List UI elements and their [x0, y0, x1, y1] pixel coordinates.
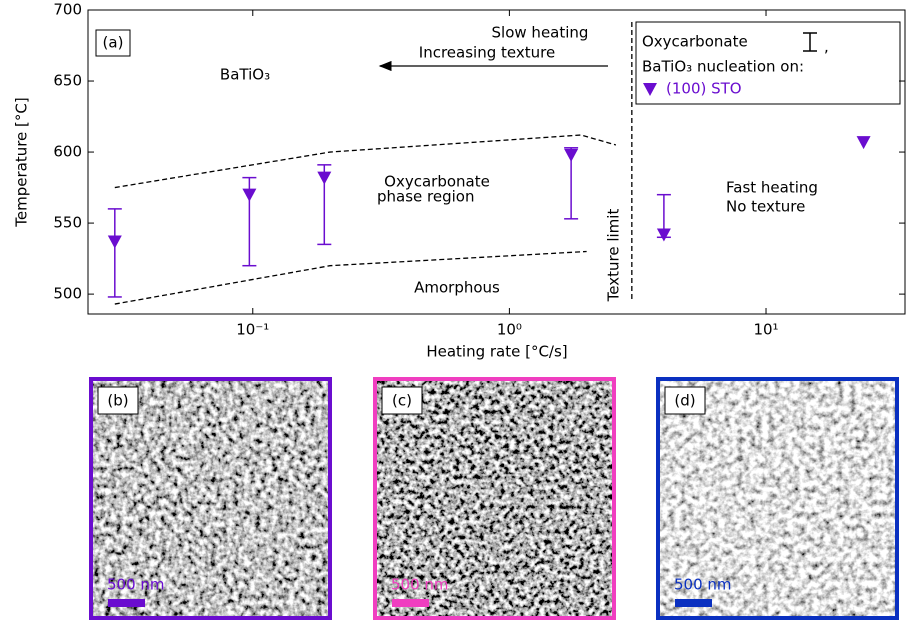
sem-image: [656, 377, 899, 620]
scale-bar: [675, 599, 712, 607]
marker: [242, 188, 257, 202]
annotation: phase region: [377, 188, 474, 206]
panel-label: (b): [107, 392, 128, 410]
legend-marker: [643, 83, 657, 96]
y-tick-label: 550: [53, 214, 82, 232]
legend-label: BaTiO₃ nucleation on:: [642, 58, 804, 76]
x-tick-label: 10¹: [753, 321, 778, 339]
panel-border: [373, 377, 616, 620]
phase-boundary: [114, 250, 587, 305]
panel-label-box: [95, 29, 131, 57]
panel-label-box: [664, 386, 706, 415]
annotation: BaTiO₃: [220, 66, 270, 84]
sem-image: [373, 377, 616, 620]
marker: [856, 136, 871, 150]
annotation: Increasing texture: [419, 44, 555, 62]
error-bar: [107, 208, 122, 298]
scale-bar: [108, 599, 145, 607]
y-tick-label: 700: [53, 1, 82, 19]
legend-label: ,: [824, 38, 829, 56]
legend-label: (100) STO: [666, 80, 742, 98]
panel-label-box: [97, 386, 139, 415]
annotation: Amorphous: [414, 279, 500, 297]
annotation: Fast heating: [726, 179, 818, 197]
plot-frame: [87, 9, 906, 315]
x-tick-label: 10⁰: [497, 321, 522, 339]
annotation: Oxycarbonate: [384, 173, 490, 191]
legend-label: Oxycarbonate: [642, 33, 748, 51]
annotation: Slow heating: [492, 24, 589, 42]
annotation: Texture limit: [605, 209, 623, 303]
panel-border: [656, 377, 899, 620]
panel-label: (c): [392, 392, 412, 410]
x-axis-label: Heating rate [°C/s]: [426, 343, 567, 361]
annotation: No texture: [726, 198, 805, 216]
marker: [564, 148, 579, 162]
scale-label: 500 nm: [674, 576, 732, 594]
scale-label: 500 nm: [391, 576, 449, 594]
y-tick-label: 500: [53, 285, 82, 303]
marker: [107, 235, 122, 249]
panel-label-box: [381, 386, 423, 415]
panel-label: (d): [674, 392, 695, 410]
y-tick-label: 650: [53, 72, 82, 90]
scale-bar: [392, 599, 429, 607]
y-axis-label: Temperature [°C]: [13, 97, 31, 227]
error-bar: [803, 32, 817, 52]
marker: [317, 171, 332, 185]
marker: [656, 228, 671, 242]
x-tick-label: 10⁻¹: [236, 321, 269, 339]
panel-border: [89, 377, 332, 620]
panel-label: (a): [103, 34, 124, 52]
sem-image: [89, 377, 332, 620]
phase-boundary: [114, 134, 617, 189]
scale-label: 500 nm: [107, 576, 165, 594]
legend: [635, 21, 901, 105]
y-tick-label: 600: [53, 143, 82, 161]
